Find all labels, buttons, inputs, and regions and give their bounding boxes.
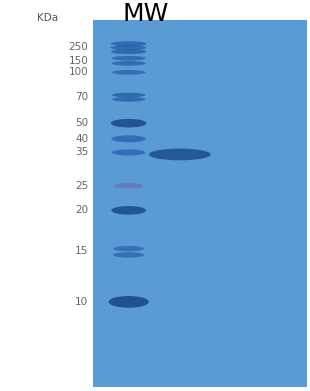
Text: 50: 50	[75, 118, 88, 128]
Ellipse shape	[112, 56, 146, 61]
Ellipse shape	[112, 149, 145, 156]
Text: KDa: KDa	[37, 13, 58, 23]
Ellipse shape	[113, 252, 144, 258]
Text: 25: 25	[75, 181, 88, 191]
Text: 40: 40	[75, 134, 88, 144]
Ellipse shape	[111, 45, 146, 50]
Ellipse shape	[111, 41, 146, 46]
Ellipse shape	[112, 97, 145, 102]
Ellipse shape	[112, 93, 145, 97]
FancyBboxPatch shape	[93, 20, 307, 387]
Text: 35: 35	[75, 147, 88, 158]
Ellipse shape	[111, 119, 146, 127]
Ellipse shape	[113, 246, 144, 251]
Ellipse shape	[149, 149, 211, 160]
Text: 250: 250	[69, 42, 88, 52]
Text: 150: 150	[69, 56, 88, 66]
Ellipse shape	[108, 296, 149, 308]
Ellipse shape	[112, 70, 145, 75]
Ellipse shape	[111, 49, 146, 54]
Ellipse shape	[111, 135, 146, 142]
Ellipse shape	[112, 61, 146, 66]
Text: 70: 70	[75, 92, 88, 102]
Text: 100: 100	[69, 67, 88, 77]
Ellipse shape	[111, 206, 146, 215]
Text: 20: 20	[75, 205, 88, 215]
Ellipse shape	[114, 183, 143, 188]
Text: 10: 10	[75, 297, 88, 307]
Text: 15: 15	[75, 246, 88, 256]
Text: MW: MW	[122, 2, 169, 26]
